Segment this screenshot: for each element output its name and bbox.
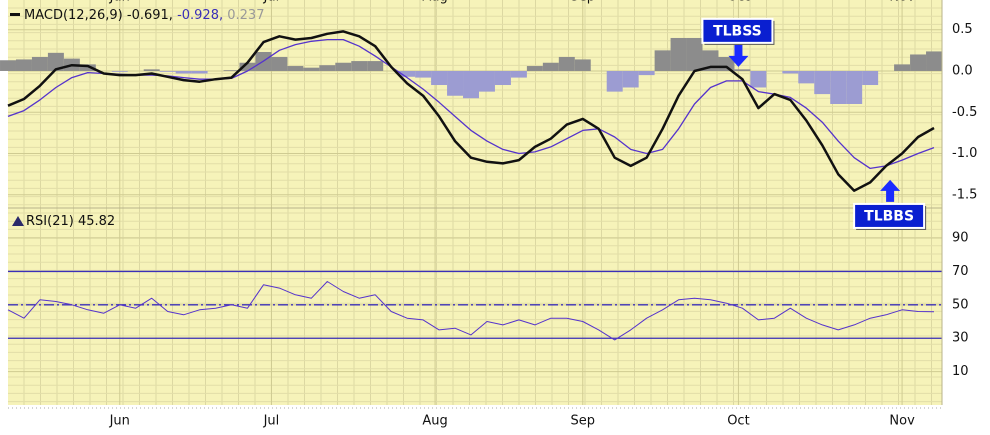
- histogram-bar: [335, 62, 352, 71]
- histogram-bar: [223, 70, 240, 71]
- x-tick-label-top: Sep: [571, 0, 596, 5]
- indicator-name: RSI(21): [26, 214, 74, 229]
- histogram-bar: [15, 59, 32, 71]
- histogram-bar: [910, 54, 927, 71]
- histogram-bar: [830, 70, 847, 104]
- histogram-bar: [798, 70, 815, 84]
- x-tick-label: Jul: [263, 414, 280, 429]
- rsi-legend: RSI(21) 45.82: [12, 214, 115, 229]
- x-tick-label-top: Jul: [263, 0, 280, 5]
- histogram-bar: [654, 50, 671, 71]
- x-tick-label-top: Nov: [889, 0, 915, 5]
- histogram-bar: [415, 70, 432, 78]
- marks: [0, 30, 942, 341]
- x-tick-label: Jun: [109, 414, 130, 429]
- annotation-arrow: [880, 179, 901, 202]
- indicator-name: MACD(12,26,9): [24, 8, 123, 23]
- y-tick-label: -0.5: [952, 105, 977, 120]
- y-tick-label: -1.0: [952, 146, 977, 161]
- x-tick-label: Nov: [889, 414, 915, 429]
- histogram-bar: [574, 59, 591, 71]
- histogram-bar: [79, 64, 96, 71]
- x-tick-label-top: Oct: [727, 0, 749, 5]
- histogram-bar: [351, 61, 368, 71]
- histogram-bar: [670, 37, 687, 71]
- plot-background: [8, 0, 942, 405]
- histogram-bar: [175, 70, 192, 74]
- histogram-bar: [606, 70, 623, 92]
- annotation-arrow: [728, 44, 749, 67]
- histogram-bar: [814, 70, 831, 95]
- histogram-bar: [542, 62, 559, 71]
- histogram-bar: [926, 51, 942, 71]
- histogram-bar: [319, 65, 336, 71]
- y-tick-label: 0.0: [952, 63, 973, 78]
- histogram-bar: [399, 70, 416, 77]
- x-tick-label-top: Aug: [422, 0, 447, 5]
- annotation-box: [853, 202, 926, 229]
- histogram-bar: [638, 70, 655, 76]
- legend-value: -0.928,: [177, 8, 223, 23]
- series-line: [7, 30, 935, 192]
- legend-value: -0.691,: [127, 8, 173, 23]
- histogram-bar: [447, 70, 464, 96]
- x-tick-label: Oct: [727, 414, 749, 429]
- histogram-bar: [510, 70, 527, 78]
- histogram-bar: [31, 56, 48, 71]
- annotation-label: TLBBS: [864, 208, 914, 224]
- histogram-bar: [111, 70, 128, 72]
- histogram-bar: [191, 70, 208, 74]
- histogram-bar: [0, 60, 16, 71]
- legend-value: 0.237: [227, 8, 264, 23]
- histogram-bar: [734, 69, 751, 71]
- series-line: [7, 281, 935, 341]
- annotation-label: TLBSS: [713, 23, 762, 39]
- legend-swatch: [10, 13, 20, 16]
- histogram-bar: [463, 70, 479, 99]
- histogram-bar: [478, 70, 495, 92]
- y-tick-label: 30: [952, 331, 969, 346]
- y-tick-label: 0.5: [952, 22, 973, 37]
- histogram-bar: [846, 70, 863, 104]
- histogram-bar: [367, 61, 384, 71]
- macd-legend: MACD(12,26,9) -0.691, -0.928, 0.237: [10, 8, 264, 23]
- histogram-bar: [143, 69, 160, 71]
- histogram-bar: [558, 56, 575, 71]
- histogram-bar: [159, 70, 176, 72]
- histogram-bar: [862, 70, 879, 86]
- histogram-bar: [47, 52, 64, 71]
- legend-text: RSI(21) 45.82: [26, 214, 115, 229]
- y-tick-label: 70: [952, 264, 969, 279]
- legend-icon: [12, 216, 24, 226]
- y-tick-label: 50: [952, 297, 969, 312]
- legend-value: 45.82: [78, 214, 115, 229]
- histogram-bar: [287, 66, 304, 71]
- annotation-box: [701, 17, 774, 44]
- histogram-bar: [622, 70, 639, 88]
- x-tick-label-top: Jun: [109, 0, 130, 5]
- y-tick-label: 90: [952, 231, 969, 246]
- annotation: TLBBS: [853, 179, 927, 230]
- histogram-bar: [271, 56, 288, 71]
- x-tick-label: Sep: [571, 414, 596, 429]
- histogram-bar: [303, 67, 320, 71]
- histogram-bar: [431, 70, 448, 86]
- y-tick-label: -1.5: [952, 187, 977, 202]
- histogram-bar: [239, 62, 256, 71]
- histogram-bar: [782, 70, 799, 74]
- x-tick-label: Aug: [422, 414, 447, 429]
- histogram-bar: [494, 70, 511, 86]
- legend-text: MACD(12,26,9) -0.691, -0.928, 0.237: [24, 8, 264, 23]
- histogram-bar: [894, 64, 911, 71]
- annotation: TLBSS: [701, 17, 775, 67]
- histogram-bar: [750, 70, 767, 88]
- histogram-bar: [526, 66, 543, 71]
- histogram-bar: [686, 37, 703, 71]
- y-tick-label: 10: [952, 364, 969, 379]
